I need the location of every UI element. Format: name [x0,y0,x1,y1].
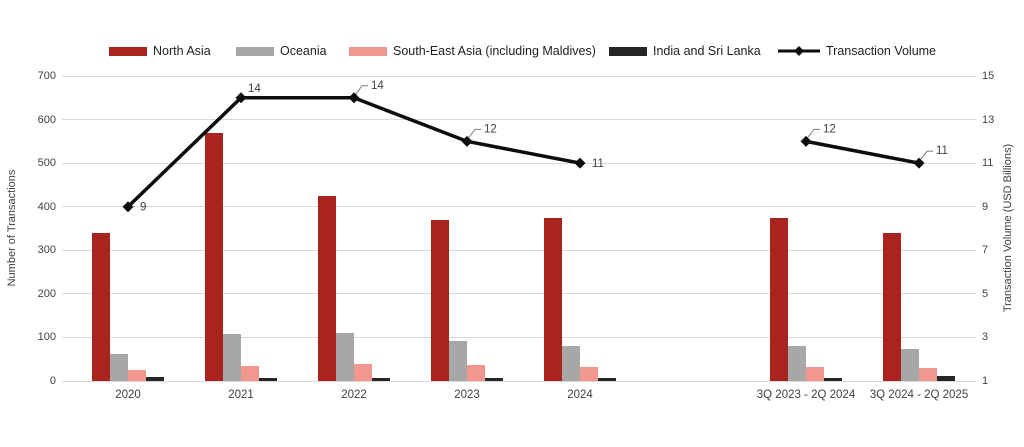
diamond-marker [800,135,812,147]
line-data-label: 12 [484,123,497,135]
bar-oceania [901,349,919,381]
left-axis-tick-label: 0 [49,375,56,387]
bar-oceania [223,334,241,381]
bar-north-asia [770,217,788,381]
line-data-label: 14 [371,80,384,92]
x-axis-category-label: 2020 [115,389,141,401]
gridline [62,249,976,251]
bar-north-asia [318,195,336,381]
line-data-label: 14 [248,83,261,95]
bar-north-asia [431,219,449,381]
diamond-marker [574,157,586,169]
bar-india-and-sri-lanka [937,375,955,381]
bar-india-and-sri-lanka [372,378,390,381]
legend-item-transaction-volume: Transaction Volume [778,40,936,62]
line-segment [805,139,920,165]
left-axis-tick-label: 100 [37,331,56,344]
legend: North Asia Oceania South-East Asia (includ… [0,40,1024,66]
right-axis-tick-label: 15 [982,70,995,82]
bar-south-east-asia-including-maldives- [467,365,485,381]
bar-oceania [788,346,806,381]
bar-india-and-sri-lanka [146,376,164,381]
x-axis-category-label: 2023 [454,389,480,401]
legend-item-south-east-asia-including-maldives-: South-East Asia (including Maldives) [349,40,596,62]
left-axis-tick-label: 500 [37,157,56,170]
label-leader-line [807,128,820,138]
gridline [62,119,976,121]
bar-oceania [562,346,580,381]
bar-north-asia [92,232,110,381]
line-segment [126,96,581,208]
legend-label: Transaction Volume [826,44,937,58]
legend-label: India and Sri Lanka [653,44,761,58]
left-axis-tick-label: 700 [37,70,56,82]
legend-swatch [349,46,387,56]
right-axis-tick-label: 1 [982,375,989,387]
line-data-label: 11 [936,145,948,157]
legend-item-india-and-sri-lanka: India and Sri Lanka [609,40,761,62]
gridline [62,206,976,208]
bar-india-and-sri-lanka [485,377,503,381]
legend-line-swatch [778,46,820,56]
diamond-marker [235,92,247,104]
bar-north-asia [205,132,223,381]
bar-oceania [449,340,467,381]
x-axis-category-label: 3Q 2023 - 2Q 2024 [756,389,856,401]
legend-item-oceania: Oceania [236,40,327,62]
bar-south-east-asia-including-maldives- [580,367,598,381]
bar-india-and-sri-lanka [598,378,616,381]
left-axis-tick-label: 600 [37,113,56,126]
legend-swatch [236,46,274,56]
label-leader-line [920,150,933,160]
line-data-label: 12 [823,123,836,135]
legend-item-north-asia: North Asia [109,40,211,62]
bar-india-and-sri-lanka [824,377,842,381]
bar-south-east-asia-including-maldives- [354,364,372,381]
bar-south-east-asia-including-maldives- [919,367,937,381]
right-axis-tick-label: 9 [982,200,989,213]
legend-swatch [609,46,647,56]
right-axis-tick-label: 13 [982,113,995,126]
diamond-marker [913,157,925,169]
gridline [62,162,976,164]
x-axis-category-label: 2021 [228,389,254,401]
left-axis-tick-label: 400 [37,200,56,213]
legend-label: North Asia [153,44,211,58]
gridline [62,336,976,338]
bar-south-east-asia-including-maldives- [128,370,146,381]
gridline [62,380,976,382]
x-axis-category-label: 3Q 2024 - 2Q 2025 [869,389,969,401]
right-axis-tick-label: 5 [982,287,989,300]
bar-oceania [336,333,354,381]
line-data-label: 9 [140,202,146,214]
left-axis-tick-label: 200 [37,287,56,300]
x-axis-category-label: 2022 [341,389,367,401]
right-axis-tick-label: 11 [982,157,994,170]
x-axis-category-label: 2024 [567,389,593,401]
label-leader-line [355,85,368,95]
bar-south-east-asia-including-maldives- [806,366,824,381]
left-axis-tick-label: 300 [37,244,56,257]
bar-india-and-sri-lanka [259,377,277,381]
diamond-marker [122,201,134,213]
bar-oceania [110,353,128,381]
right-axis-tick-label: 3 [982,331,989,344]
legend-label: South-East Asia (including Maldives) [393,44,596,58]
line-data-label: 11 [592,158,604,170]
legend-swatch [109,46,147,56]
gridline [62,75,976,77]
gridline [62,293,976,295]
bar-north-asia [883,232,901,381]
right-axis-tick-label: 7 [982,244,989,257]
legend-label: Oceania [280,44,327,58]
label-leader-line [468,128,481,138]
diamond-marker [348,92,360,104]
diamond-marker [461,135,473,147]
bar-north-asia [544,217,562,381]
bar-south-east-asia-including-maldives- [241,366,259,381]
